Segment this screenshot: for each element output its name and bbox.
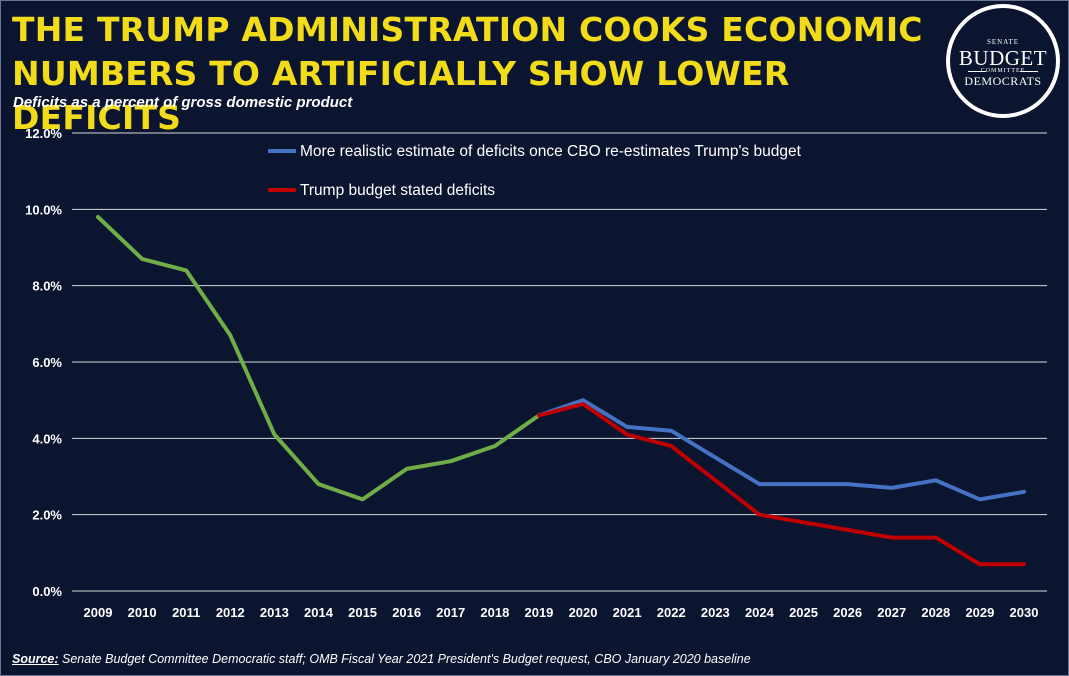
source-text: Senate Budget Committee Democratic staff… bbox=[58, 652, 751, 666]
series-line-1 bbox=[537, 398, 1026, 502]
chart-subtitle: Deficits as a percent of gross domestic … bbox=[13, 94, 353, 111]
logo-divider-right bbox=[1020, 71, 1038, 72]
y-tick-label: 12.0% bbox=[25, 126, 62, 141]
x-tick-label: 2010 bbox=[128, 605, 157, 620]
title-line-1: THE TRUMP ADMINISTRATION COOKS ECONOMIC bbox=[12, 10, 923, 49]
x-tick-label: 2017 bbox=[436, 605, 465, 620]
source-note: Source: Senate Budget Committee Democrat… bbox=[12, 652, 751, 666]
x-tick-label: 2030 bbox=[1010, 605, 1039, 620]
x-tick-label: 2020 bbox=[569, 605, 598, 620]
source-label: Source: bbox=[12, 652, 59, 666]
x-tick-label: 2023 bbox=[701, 605, 730, 620]
gridlines bbox=[72, 132, 1047, 592]
legend-label: More realistic estimate of deficits once… bbox=[300, 143, 802, 160]
y-tick-label: 0.0% bbox=[32, 584, 62, 599]
logo-divider-left bbox=[968, 71, 986, 72]
legend-label: Trump budget stated deficits bbox=[300, 182, 495, 199]
series-line-2 bbox=[537, 402, 1026, 567]
x-tick-label: 2024 bbox=[745, 605, 775, 620]
senate-budget-democrats-logo: SENATE BUDGET COMMITTEE DEMOCRATS bbox=[946, 4, 1060, 118]
x-tick-label: 2029 bbox=[965, 605, 994, 620]
x-tick-label: 2013 bbox=[260, 605, 289, 620]
x-tick-label: 2019 bbox=[524, 605, 553, 620]
x-tick-label: 2011 bbox=[172, 605, 200, 620]
x-tick-label: 2025 bbox=[789, 605, 818, 620]
logo-committee-text: COMMITTEE bbox=[980, 68, 1026, 74]
x-tick-label: 2014 bbox=[304, 605, 334, 620]
x-tick-label: 2028 bbox=[921, 605, 950, 620]
x-tick-label: 2022 bbox=[657, 605, 686, 620]
series-lines bbox=[96, 215, 1026, 567]
y-tick-label: 8.0% bbox=[32, 279, 62, 294]
x-tick-label: 2026 bbox=[833, 605, 862, 620]
chart-title: THE TRUMP ADMINISTRATION COOKS ECONOMIC … bbox=[12, 8, 932, 140]
y-tick-label: 6.0% bbox=[32, 355, 62, 370]
y-tick-label: 4.0% bbox=[32, 431, 62, 446]
x-tick-label: 2021 bbox=[613, 605, 642, 620]
x-tick-label: 2016 bbox=[392, 605, 421, 620]
y-tick-label: 10.0% bbox=[25, 202, 62, 217]
x-axis-ticks: 2009 2010 2011 2012 2013 2014 2015 2016 2017 2018… bbox=[84, 605, 1039, 620]
logo-senate-text: SENATE bbox=[986, 38, 1020, 46]
x-tick-label: 2018 bbox=[480, 605, 509, 620]
x-tick-label: 2012 bbox=[216, 605, 245, 620]
x-tick-label: 2015 bbox=[348, 605, 377, 620]
series-line-0 bbox=[96, 215, 541, 502]
title-line-2: NUMBERS TO ARTIFICIALLY SHOW LOWER DEFIC… bbox=[12, 54, 790, 137]
x-tick-label: 2009 bbox=[84, 605, 113, 620]
logo-ring: SENATE BUDGET COMMITTEE DEMOCRATS bbox=[950, 8, 1056, 114]
legend: More realistic estimate of deficits once… bbox=[268, 143, 802, 199]
logo-democrats-text: DEMOCRATS bbox=[964, 74, 1042, 88]
y-tick-label: 2.0% bbox=[32, 508, 62, 523]
logo-budget-text: BUDGET bbox=[958, 46, 1048, 70]
x-tick-label: 2027 bbox=[877, 605, 906, 620]
y-axis-ticks: 0.0% 2.0% 4.0% 6.0% 8.0% 10.0% 12.0% bbox=[25, 126, 62, 599]
